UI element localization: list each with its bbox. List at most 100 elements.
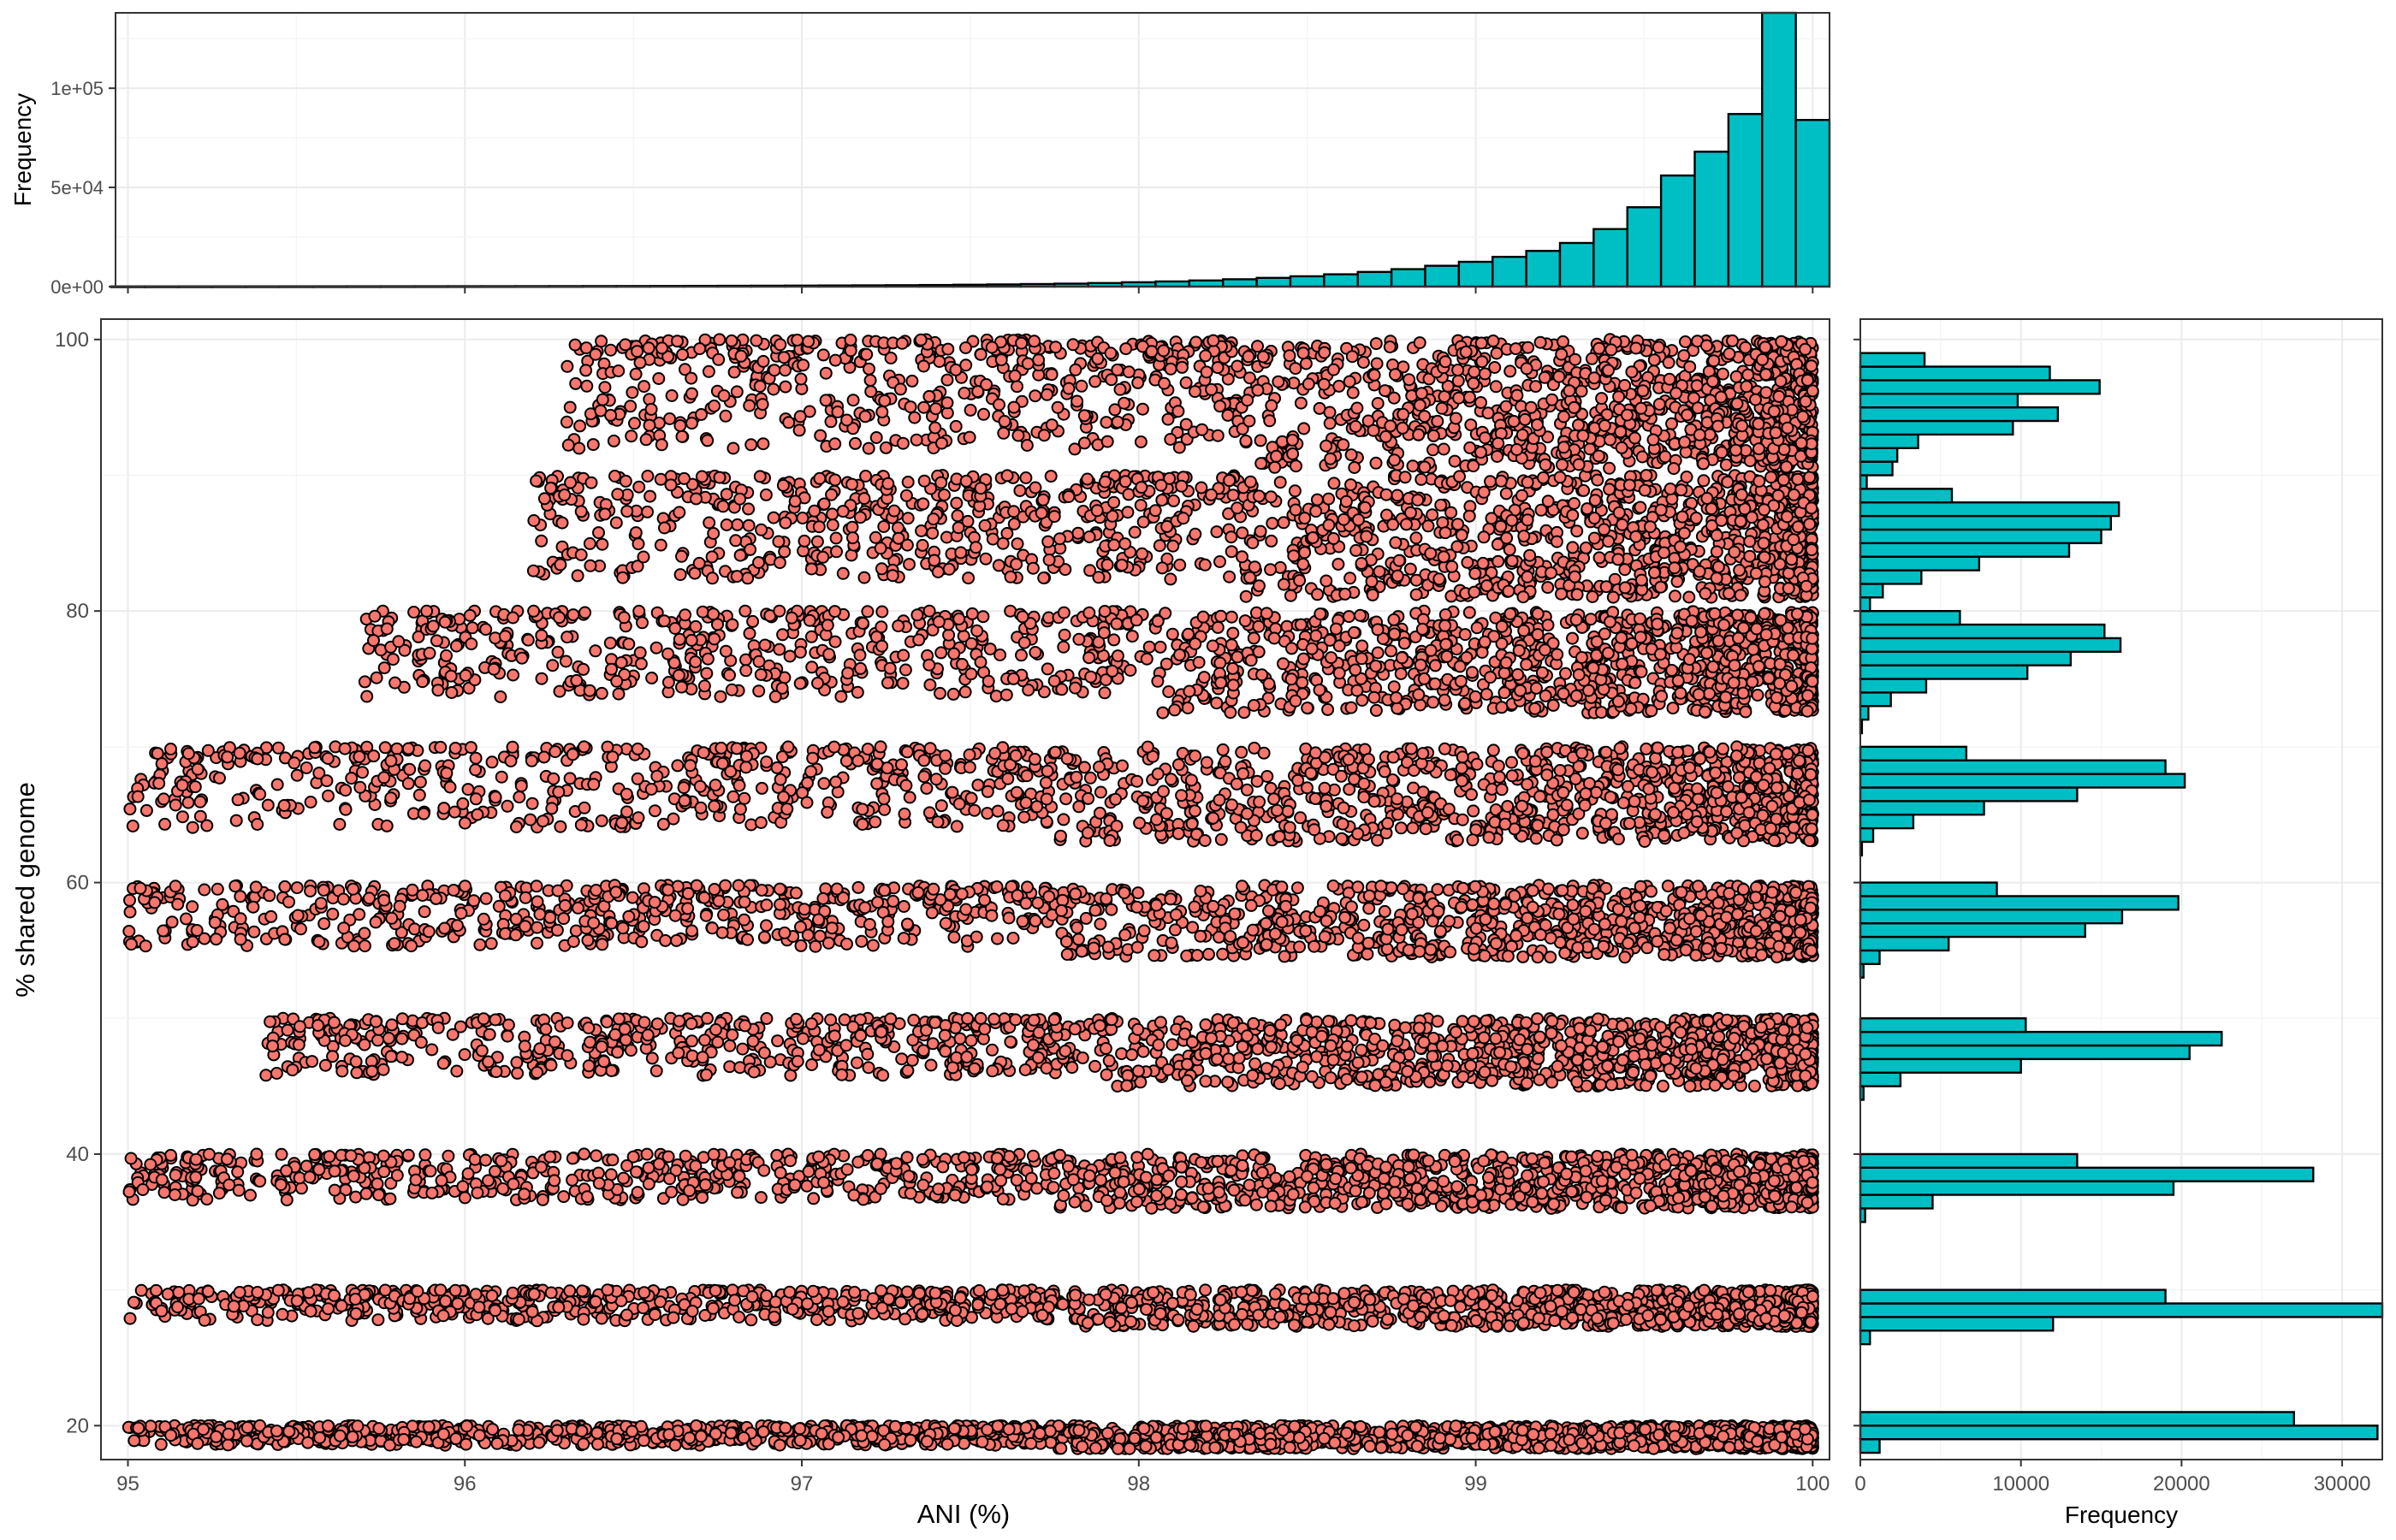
top-histogram-bar: [1289, 275, 1326, 288]
scatter-point: [442, 1149, 455, 1163]
scatter-point: [1195, 1156, 1208, 1170]
scatter-point: [1027, 1149, 1040, 1163]
scatter-point: [189, 1170, 203, 1184]
scatter-point: [932, 1182, 946, 1196]
scatter-point: [1407, 1148, 1420, 1162]
scatter-point: [191, 1184, 205, 1198]
scatter-point: [1711, 1307, 1723, 1321]
scatter-point: [1349, 1184, 1362, 1198]
top-histogram-bar: [1592, 228, 1628, 288]
scatter-point: [1141, 1147, 1154, 1161]
scatter-point: [543, 1150, 557, 1164]
scatter-point: [544, 1286, 558, 1300]
scatter-point: [1318, 1431, 1331, 1445]
scatter-point: [1211, 1154, 1225, 1168]
scatter-point: [1288, 1419, 1302, 1433]
scatter-point: [1024, 1436, 1038, 1450]
top-y-tick-label: 5e+04: [50, 177, 104, 198]
scatter-point: [122, 1185, 136, 1199]
scatter-point: [536, 1193, 549, 1206]
scatter-point: [1208, 1441, 1222, 1454]
scatter-point: [1047, 1167, 1061, 1180]
scatter-point: [1113, 1151, 1127, 1164]
scatter-point: [1139, 1170, 1153, 1184]
scatter-point: [134, 1283, 148, 1297]
scatter-point: [1112, 1442, 1125, 1455]
scatter-point: [1082, 1293, 1096, 1306]
scatter-point: [1298, 1200, 1312, 1214]
scatter-point: [1410, 1439, 1424, 1453]
scatter-point: [590, 1426, 604, 1440]
top-histogram-bar: [1424, 264, 1461, 288]
scatter-point: [1494, 1182, 1508, 1196]
scatter-point: [1407, 1299, 1420, 1312]
scatter-point: [1366, 1314, 1379, 1328]
scatter-point: [1385, 1427, 1399, 1441]
scatter-point: [768, 1310, 781, 1324]
scatter-point: [972, 1284, 986, 1297]
scatter-point: [737, 1431, 750, 1444]
scatter-point: [874, 1182, 887, 1195]
scatter-point: [1199, 1419, 1213, 1433]
scatter-point: [1286, 1188, 1300, 1201]
scatter-point: [601, 1283, 614, 1297]
scatter-point: [1537, 1175, 1551, 1188]
scatter-point: [1485, 1288, 1498, 1302]
scatter-point: [1414, 1193, 1427, 1206]
scatter-point: [1670, 1295, 1684, 1308]
scatter-point: [1547, 1197, 1561, 1211]
scatter-point: [1466, 1195, 1479, 1209]
scatter-point: [1733, 1307, 1747, 1321]
scatter-point: [1322, 1318, 1336, 1331]
scatter-point: [578, 1147, 590, 1161]
scatter-point: [1502, 1166, 1515, 1180]
scatter-point: [1139, 1440, 1153, 1453]
scatter-point: [1764, 1283, 1777, 1297]
scatter-point: [1775, 1430, 1788, 1444]
scatter-point: [855, 1429, 869, 1442]
top-histogram-bar: [1390, 268, 1426, 288]
scatter-point: [773, 1438, 786, 1452]
scatter-point: [1703, 1177, 1717, 1190]
top-histogram-bar: [1222, 278, 1258, 288]
scatter-point: [472, 1300, 486, 1314]
scatter-point: [349, 1307, 363, 1320]
scatter-point: [271, 1283, 285, 1297]
top-histogram-bar: [1525, 250, 1562, 288]
scatter-point: [861, 1149, 875, 1162]
scatter-point: [1437, 1309, 1450, 1323]
scatter-point: [525, 1305, 539, 1318]
scatter-point: [1099, 1288, 1112, 1301]
scatter-point: [948, 1304, 962, 1317]
top-panel-grid: [116, 13, 1830, 287]
scatter-point: [1043, 1424, 1057, 1438]
scatter-point: [1488, 1425, 1502, 1438]
scatter-point: [1164, 1197, 1177, 1211]
scatter-point: [1779, 1163, 1793, 1176]
scatter-point: [1381, 1312, 1395, 1326]
scatter-point: [1672, 1191, 1686, 1205]
scatter-point: [902, 1170, 916, 1183]
scatter-point: [164, 1429, 178, 1442]
scatter-point: [409, 1173, 423, 1187]
scatter-point: [155, 1173, 169, 1187]
scatter-point: [1264, 1437, 1278, 1451]
scatter-point: [563, 1284, 577, 1298]
scatter-point: [1615, 1201, 1628, 1215]
scatter-point: [1527, 1428, 1540, 1442]
scatter-point: [552, 1300, 566, 1314]
scatter-point: [1535, 1187, 1549, 1200]
scatter-point: [620, 1308, 633, 1322]
scatter-point: [810, 1313, 823, 1326]
scatter-point: [940, 1437, 954, 1451]
scatter-point: [1128, 1431, 1142, 1445]
scatter-point: [812, 1150, 826, 1164]
scatter-point: [1328, 1436, 1342, 1449]
scatter-point: [189, 1152, 203, 1166]
scatter-point: [1227, 1183, 1241, 1197]
scatter-point: [1437, 1175, 1450, 1188]
scatter-point: [1283, 1441, 1296, 1454]
scatter-point: [802, 1164, 815, 1178]
scatter-point: [1373, 1425, 1386, 1439]
scatter-point: [654, 1295, 667, 1309]
